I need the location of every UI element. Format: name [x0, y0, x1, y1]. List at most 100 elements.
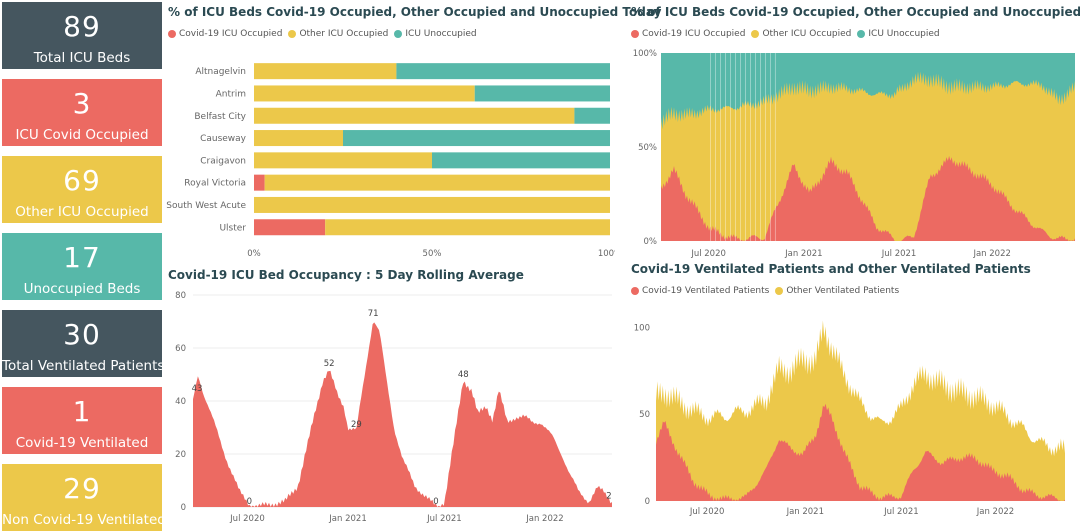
- kpi-value: 29: [63, 472, 101, 505]
- kpi-card[interactable]: 3 ICU Covid Occupied: [2, 79, 162, 146]
- kpi-value: 17: [63, 241, 101, 274]
- x-tick-label: Jul 2020: [689, 507, 725, 517]
- bar-segment: [343, 130, 610, 147]
- y-tick-label: 50%: [638, 143, 657, 153]
- bar-segment: [254, 85, 475, 102]
- bar-segment: [254, 152, 432, 169]
- bar-segment: [254, 174, 265, 191]
- bar-segment: [254, 219, 326, 236]
- legend-dot: [288, 30, 297, 38]
- category-label: Belfast City: [194, 112, 246, 122]
- category-label: South West Acute: [166, 201, 246, 211]
- bar-segment: [254, 63, 397, 80]
- y-tick-label: 60: [175, 344, 186, 354]
- bar-segment: [396, 63, 610, 80]
- data-label: 71: [368, 309, 379, 319]
- legend-dot: [394, 30, 403, 38]
- bar-segment: [254, 107, 575, 124]
- y-tick-label: 100: [634, 323, 650, 333]
- legend-other-icu[interactable]: Other ICU Occupied: [751, 29, 851, 39]
- legend-unoccupied[interactable]: ICU Unoccupied: [857, 29, 940, 39]
- kpi-label: Total ICU Beds: [33, 50, 131, 66]
- legend-covid-vent[interactable]: Covid-19 Ventilated Patients: [631, 286, 769, 296]
- bar-segment: [264, 174, 610, 191]
- legend-label: Covid-19 ICU Occupied: [642, 29, 746, 39]
- bar-segment: [474, 85, 610, 102]
- x-tick-label: Jan 2021: [328, 514, 366, 524]
- stack-area-chart[interactable]: 0% 50% 100% Jul 2020 Jan 2021 Jul 2021 Jan 202…: [628, 44, 1080, 262]
- data-label: 48: [458, 370, 469, 380]
- bar-segment: [432, 152, 610, 169]
- kpi-value: 30: [63, 318, 101, 351]
- y-tick-label: 100%: [633, 49, 657, 59]
- kpi-card[interactable]: 17 Unoccupied Beds: [2, 233, 162, 300]
- legend-label: ICU Unoccupied: [405, 29, 477, 39]
- x-tick-label: Jan 2021: [784, 249, 822, 259]
- vent-area-chart[interactable]: 0 50 100 Jul 2020 Jan 2021 Jul 2021 Jan 2022: [628, 300, 1080, 529]
- data-label: 2: [606, 492, 611, 502]
- x-tick-label: Jul 2021: [883, 507, 919, 517]
- x-tick-label: 100%: [598, 249, 615, 259]
- kpi-card[interactable]: 89 Total ICU Beds: [2, 2, 162, 69]
- covid-occupancy-area: [193, 322, 612, 507]
- bar-segment: [254, 196, 610, 213]
- legend-dot: [168, 30, 176, 38]
- category-label: Causeway: [200, 134, 247, 144]
- legend-covid-icu[interactable]: Covid-19 ICU Occupied: [631, 29, 745, 39]
- y-tick-label: 40: [175, 397, 186, 407]
- kpi-card[interactable]: 69 Other ICU Occupied: [2, 156, 162, 223]
- legend-label: Other Ventilated Patients: [786, 286, 900, 296]
- x-tick-label: Jul 2020: [690, 249, 726, 259]
- legend-dot: [775, 287, 784, 295]
- y-tick-label: 0: [181, 503, 186, 513]
- x-tick-label: Jan 2022: [972, 249, 1010, 259]
- category-label: Ulster: [219, 223, 246, 233]
- stack-chart-title: % of ICU Beds Covid-19 Occupied, Other O…: [631, 5, 1080, 19]
- stack-chart-legend[interactable]: Covid-19 ICU Occupied Other ICU Occupied…: [631, 29, 946, 39]
- legend-label: ICU Unoccupied: [868, 29, 940, 39]
- legend-unoccupied[interactable]: ICU Unoccupied: [394, 29, 477, 39]
- x-tick-label: Jan 2021: [786, 507, 824, 517]
- y-tick-label: 20: [175, 450, 186, 460]
- covid-occupied-area: [661, 155, 1075, 241]
- legend-dot: [631, 287, 639, 295]
- x-tick-label: 50%: [423, 249, 442, 259]
- kpi-label: Other ICU Occupied: [15, 204, 149, 220]
- x-tick-label: Jan 2022: [976, 507, 1014, 517]
- data-label: 43: [192, 384, 203, 394]
- kpi-card[interactable]: 1 Covid-19 Ventilated: [2, 387, 162, 454]
- bar-chart-legend[interactable]: Covid-19 ICU Occupied Other ICU Occupied…: [168, 29, 483, 39]
- rolling-area-chart[interactable]: 0 20 40 60 80 43 0 52 29 71 0 48 2 Jul 2020 Jan 2021 Ju…: [165, 285, 617, 529]
- legend-other-vent[interactable]: Other Ventilated Patients: [775, 286, 899, 296]
- other-ventilated-area: [656, 320, 1065, 501]
- data-label: 52: [324, 359, 335, 369]
- legend-label: Covid-19 ICU Occupied: [179, 29, 283, 39]
- legend-dot: [857, 30, 866, 38]
- kpi-card[interactable]: 29 Non Covid-19 Ventilated: [2, 464, 166, 531]
- legend-other-icu[interactable]: Other ICU Occupied: [288, 29, 388, 39]
- category-label: Altnagelvin: [195, 67, 246, 77]
- rolling-chart-title: Covid-19 ICU Bed Occupancy : 5 Day Rolli…: [168, 268, 524, 282]
- x-tick-label: Jul 2021: [881, 249, 917, 259]
- category-label: Craigavon: [200, 156, 246, 166]
- kpi-value: 1: [72, 395, 92, 428]
- x-tick-label: Jul 2021: [426, 514, 462, 524]
- kpi-label: ICU Covid Occupied: [15, 127, 149, 143]
- bar-segment: [574, 107, 610, 124]
- kpi-label: Covid-19 Ventilated: [15, 435, 149, 451]
- kpi-label: Total Ventilated Patients: [2, 358, 165, 374]
- legend-label: Other ICU Occupied: [762, 29, 852, 39]
- y-tick-label: 50: [639, 410, 650, 420]
- kpi-value: 69: [63, 164, 101, 197]
- legend-label: Other ICU Occupied: [299, 29, 389, 39]
- bar-segment: [325, 219, 610, 236]
- legend-dot: [631, 30, 639, 38]
- vent-chart-legend[interactable]: Covid-19 Ventilated Patients Other Venti…: [631, 286, 905, 296]
- kpi-label: Non Covid-19 Ventilated: [2, 512, 166, 528]
- bar-chart[interactable]: Altnagelvin Antrim Belfast City Causeway Cra…: [165, 52, 615, 264]
- kpi-card[interactable]: 30 Total Ventilated Patients: [2, 310, 165, 377]
- legend-label: Covid-19 Ventilated Patients: [642, 286, 770, 296]
- legend-covid-icu[interactable]: Covid-19 ICU Occupied: [168, 29, 282, 39]
- legend-dot: [751, 30, 760, 38]
- y-tick-label: 0: [645, 497, 650, 507]
